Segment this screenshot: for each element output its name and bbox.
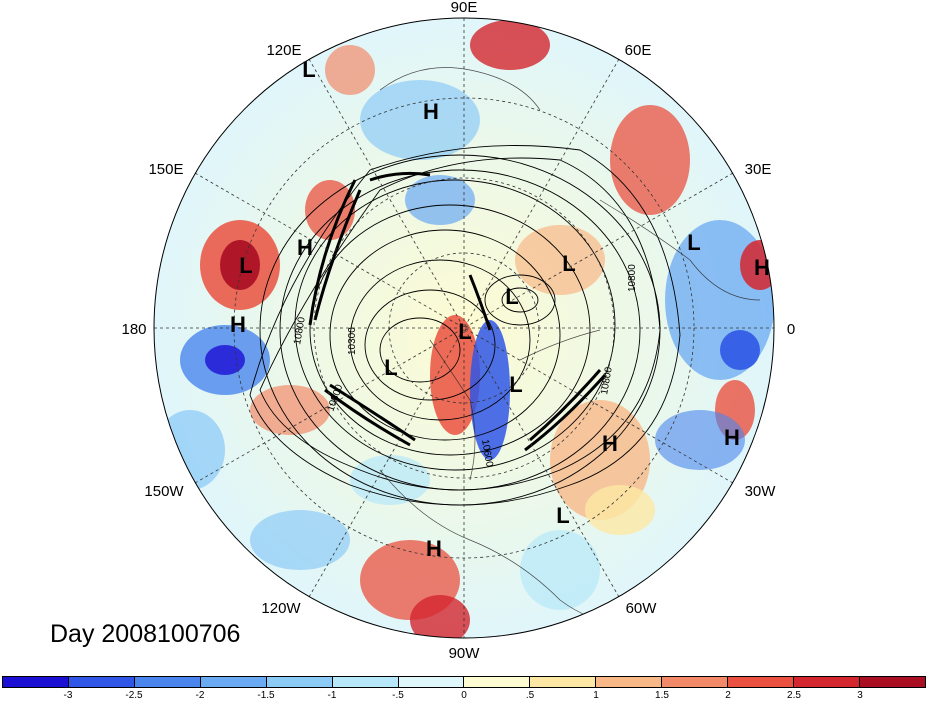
colorbar-segment — [134, 677, 201, 687]
low-marker: L — [384, 355, 397, 380]
colorbar-tick-label: 2.5 — [787, 690, 801, 701]
low-marker: L — [505, 284, 518, 309]
jet-contours — [308, 171, 607, 452]
lon-label-150e: 150E — [148, 161, 183, 178]
colorbar-segment — [266, 677, 333, 687]
high-marker: H — [724, 425, 740, 450]
high-marker: H — [297, 235, 313, 260]
graticule — [154, 18, 774, 638]
colorbar-segment — [794, 677, 860, 687]
lon-label-30e: 30E — [745, 161, 772, 178]
colorbar-segment — [464, 677, 531, 687]
lon-label-90e: 90E — [451, 0, 478, 16]
contour-label: 10800 — [599, 366, 615, 396]
colorbar-segment — [859, 677, 925, 687]
colorbar-tick-label: 0 — [461, 690, 467, 701]
low-marker: L — [687, 230, 700, 255]
high-marker: H — [423, 99, 439, 124]
colorbar-tick-label: -.5 — [392, 690, 404, 701]
contour-label: 10800 — [292, 316, 308, 346]
colorbar-segment — [398, 677, 465, 687]
low-marker: L — [509, 372, 522, 397]
colorbar-segment — [530, 677, 597, 687]
colorbar-tick-label: .5 — [525, 690, 535, 701]
colorbar-segment — [68, 677, 135, 687]
colorbar-tick-label: 3 — [857, 690, 863, 701]
lon-label-180: 180 — [121, 321, 146, 338]
colorbar-segment — [662, 677, 729, 687]
high-marker: H — [754, 255, 770, 280]
height-contours — [249, 145, 681, 506]
colorbar-tick-label: 1 — [593, 690, 599, 701]
colorbar-segment — [596, 677, 663, 687]
lon-label-120e: 120E — [266, 42, 301, 59]
colorbar-tick-label: -3 — [63, 690, 73, 701]
colorbar-segment — [3, 677, 69, 687]
lon-label-0: 0 — [787, 321, 795, 338]
colorbar-tick-label: -1.5 — [257, 690, 275, 701]
colorbar-tick-label: -1 — [327, 690, 337, 701]
colorbar — [2, 676, 926, 688]
low-marker: L — [556, 503, 569, 528]
low-marker: L — [458, 319, 471, 344]
plot-title: Day 2008100706 — [50, 620, 241, 648]
lon-label-60w: 60W — [626, 600, 658, 617]
low-marker: L — [239, 253, 252, 278]
colorbar-tick-label: 1.5 — [655, 690, 669, 701]
low-marker: L — [562, 251, 575, 276]
colorbar-tick-label: -2.5 — [125, 690, 143, 701]
lon-label-30w: 30W — [745, 483, 777, 500]
lon-label-120w: 120W — [261, 600, 301, 617]
high-marker: H — [426, 536, 442, 561]
contour-label: 10300 — [347, 327, 358, 355]
low-marker: L — [302, 57, 315, 82]
contour-label: 10600 — [479, 439, 495, 469]
lon-label-90w: 90W — [449, 645, 481, 662]
contour-label: 10800 — [627, 264, 638, 292]
colorbar-tick-label: 2 — [725, 690, 731, 701]
lon-label-60e: 60E — [625, 42, 652, 59]
lon-label-150w: 150W — [144, 483, 184, 500]
high-marker: H — [230, 312, 246, 337]
colorbar-segment — [200, 677, 267, 687]
colorbar-segment — [332, 677, 399, 687]
colorbar-segment — [728, 677, 795, 687]
map-border — [153, 17, 775, 639]
colorbar-tick-label: -2 — [195, 690, 205, 701]
high-marker: H — [602, 431, 618, 456]
